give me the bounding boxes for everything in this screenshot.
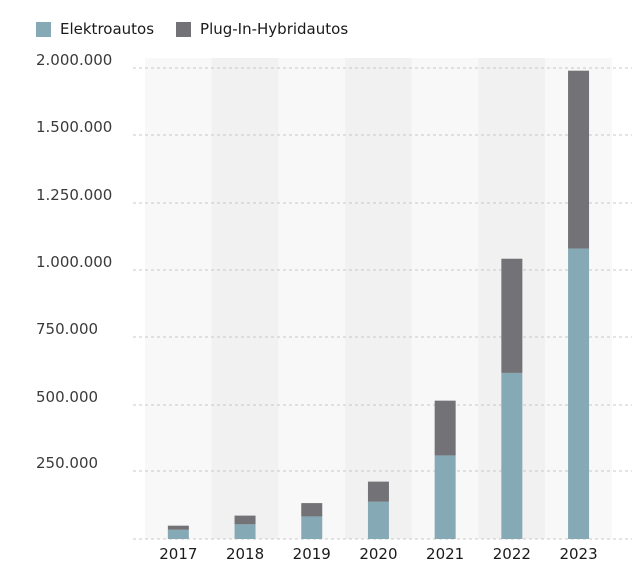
column-band-2017 bbox=[145, 58, 212, 539]
y-tick-label: 250.000 bbox=[36, 454, 98, 472]
x-tick-label-2023: 2023 bbox=[559, 545, 597, 563]
legend-label-plug-in-hybridautos: Plug-In-Hybridautos bbox=[200, 20, 349, 38]
x-tick-label-2020: 2020 bbox=[359, 545, 397, 563]
y-tick-label: 750.000 bbox=[36, 320, 98, 338]
bar-2022-plug-in-hybridautos bbox=[501, 258, 523, 373]
column-band-2020 bbox=[345, 58, 412, 539]
bar-2018-elektroautos bbox=[234, 524, 256, 539]
legend-item-plug-in-hybridautos: Plug-In-Hybridautos bbox=[176, 20, 348, 38]
legend-item-elektroautos: Elektroautos bbox=[36, 20, 154, 38]
y-tick-label: 1.250.000 bbox=[36, 186, 112, 204]
bar-2020-plug-in-hybridautos bbox=[367, 481, 389, 502]
legend: Elektroautos Plug-In-Hybridautos bbox=[36, 20, 348, 38]
bar-2022-elektroautos bbox=[501, 372, 523, 539]
y-tick-label: 2.000.000 bbox=[36, 51, 112, 69]
x-tick-label-2018: 2018 bbox=[226, 545, 264, 563]
bar-2023-plug-in-hybridautos bbox=[568, 70, 590, 249]
legend-swatch-elektroautos bbox=[36, 21, 51, 37]
x-tick-label-2019: 2019 bbox=[293, 545, 331, 563]
bar-2019-elektroautos bbox=[301, 516, 323, 539]
legend-swatch-plug-in-hybridautos bbox=[176, 21, 192, 37]
y-tick-label: 1.500.000 bbox=[36, 118, 112, 136]
column-band-2019 bbox=[278, 58, 346, 539]
legend-label-elektroautos: Elektroautos bbox=[60, 20, 155, 38]
bar-2018-plug-in-hybridautos bbox=[234, 515, 256, 525]
bar-2017-elektroautos bbox=[167, 529, 189, 539]
bar-2017-plug-in-hybridautos bbox=[167, 525, 189, 530]
bar-2023-elektroautos bbox=[568, 248, 590, 539]
x-tick-label-2022: 2022 bbox=[493, 545, 531, 563]
y-tick-label: 1.000.000 bbox=[36, 253, 112, 271]
x-tick-label-2021: 2021 bbox=[426, 545, 464, 563]
bar-2019-plug-in-hybridautos bbox=[301, 503, 323, 517]
y-tick-label: 500.000 bbox=[36, 388, 98, 406]
bar-2020-elektroautos bbox=[367, 501, 389, 539]
column-band-2018 bbox=[211, 58, 279, 539]
bar-2021-plug-in-hybridautos bbox=[434, 400, 456, 456]
x-tick-label-2017: 2017 bbox=[159, 545, 197, 563]
bar-2021-elektroautos bbox=[434, 455, 456, 539]
